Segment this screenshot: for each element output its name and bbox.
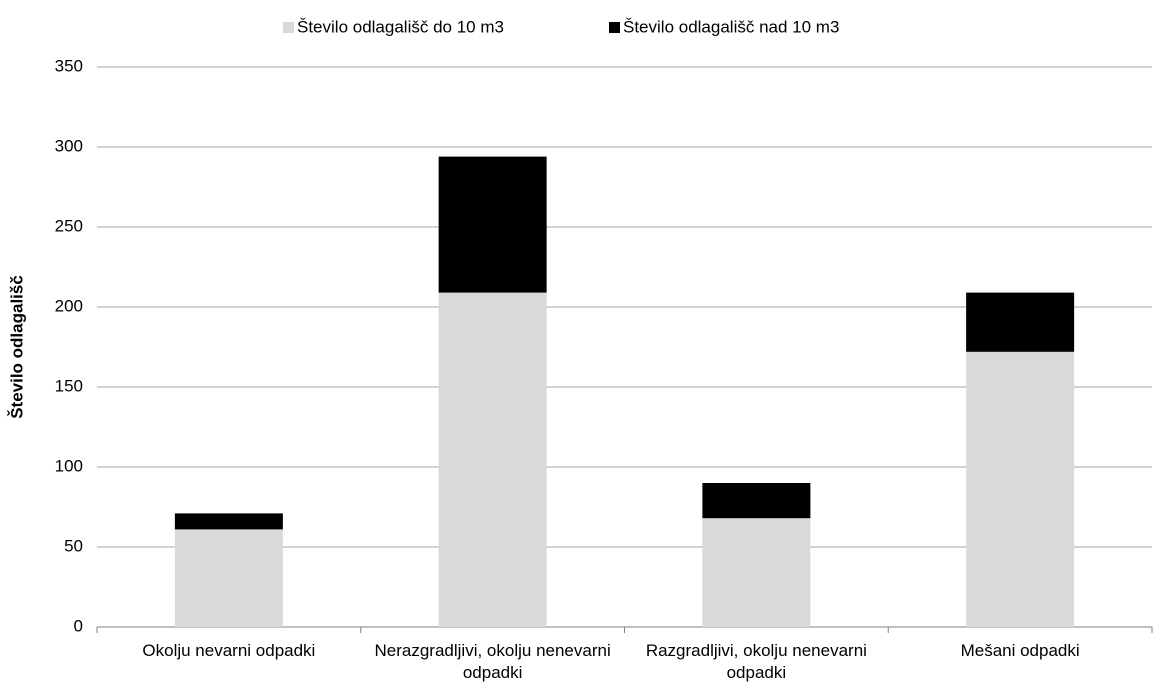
bar-segment (438, 156, 547, 293)
y-tick-label: 300 (55, 136, 83, 155)
x-tick-label: Razgradljivi, okolju nenevarni odpadki (645, 641, 867, 682)
bar-segment (438, 292, 547, 627)
y-tick-label: 200 (55, 296, 83, 315)
y-tick-label: 150 (55, 376, 83, 395)
legend-label: Število odlagališč do 10 m3 (297, 17, 504, 36)
legend-swatch (609, 22, 620, 33)
legend-label: Število odlagališč nad 10 m3 (623, 17, 839, 36)
y-tick-label: 250 (55, 216, 83, 235)
bar-segment (702, 518, 811, 627)
legend-swatch (283, 22, 294, 33)
bar-segment (174, 513, 283, 530)
x-tick-label: Okolju nevarni odpadki (142, 641, 316, 660)
bar-segment (966, 292, 1075, 352)
bar-segment (702, 483, 811, 519)
bar-segment (966, 351, 1075, 627)
bar-segment (174, 529, 283, 627)
y-tick-label: 50 (64, 536, 83, 555)
x-tick-label: Mešani odpadki (960, 641, 1080, 660)
y-axis-title: Število odlagališč (7, 275, 26, 419)
y-tick-label: 350 (55, 56, 83, 75)
y-tick-label: 100 (55, 456, 83, 475)
y-tick-label: 0 (74, 616, 83, 635)
x-tick-label: Nerazgradljivi, okolju nenevarni odpadki (374, 641, 611, 682)
